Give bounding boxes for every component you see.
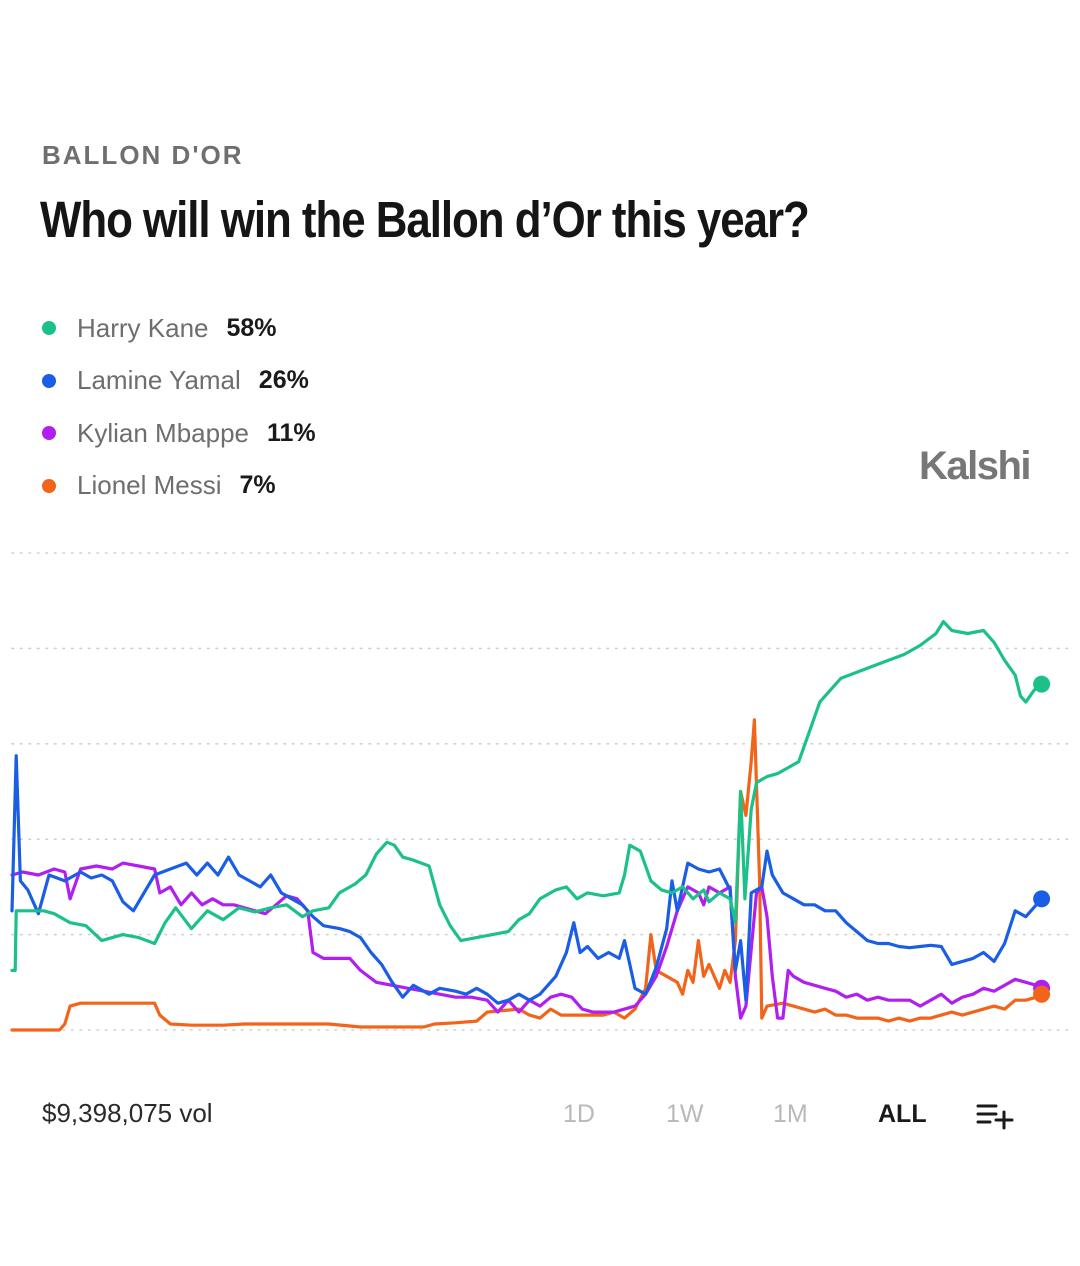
legend-value: 26%	[258, 366, 309, 395]
chart-svg[interactable]	[0, 540, 1080, 1060]
legend-name: Kylian Mbappe	[77, 417, 249, 448]
page-title: Who will win the Ballon d’Or this year?	[40, 191, 810, 248]
range-all-button[interactable]: ALL	[878, 1100, 927, 1128]
chart-footer: $9,398,075 vol 1D 1W 1M ALL	[0, 1090, 1080, 1140]
range-1w-button[interactable]: 1W	[666, 1100, 704, 1128]
legend-dot-kylian-mbappe	[42, 426, 56, 441]
series-endpoint-lionel-messi	[1033, 985, 1051, 1003]
volume-label: $9,398,075 vol	[42, 1098, 213, 1128]
legend-item-kylian-mbappe: Kylian Mbappe 11%	[40, 407, 316, 460]
legend-item-lamine-yamal: Lamine Yamal 26%	[40, 355, 316, 408]
legend-value: 7%	[239, 471, 276, 500]
legend-name: Lionel Messi	[77, 470, 222, 501]
series-line-lamine-yamal	[10, 754, 1044, 1005]
range-1d-button[interactable]: 1D	[563, 1100, 595, 1128]
series-endpoint-lamine-yamal	[1033, 890, 1051, 908]
legend-dot-harry-kane	[42, 321, 56, 336]
legend-item-harry-kane: Harry Kane 58%	[40, 302, 316, 355]
legend-dot-lamine-yamal	[42, 373, 56, 388]
legend-item-lionel-messi: Lionel Messi 7%	[40, 460, 316, 513]
series-line-lionel-messi	[10, 718, 1044, 1032]
legend-name: Lamine Yamal	[77, 365, 241, 396]
category-label: BALLON D'OR	[42, 140, 244, 170]
series-line-kylian-mbappe	[10, 861, 1044, 1020]
range-1m-button[interactable]: 1M	[773, 1100, 808, 1128]
series-line-harry-kane	[10, 620, 1044, 972]
legend-value: 11%	[267, 418, 316, 447]
add-to-list-icon[interactable]	[976, 1100, 1016, 1132]
legend: Harry Kane 58% Lamine Yamal 26% Kylian M…	[40, 302, 316, 512]
series-endpoint-harry-kane	[1033, 675, 1051, 693]
legend-dot-lionel-messi	[42, 478, 56, 493]
legend-value: 58%	[226, 313, 277, 342]
brand-logo: Kalshi	[918, 444, 1032, 488]
legend-name: Harry Kane	[77, 312, 209, 343]
line-chart[interactable]	[0, 540, 1080, 1060]
